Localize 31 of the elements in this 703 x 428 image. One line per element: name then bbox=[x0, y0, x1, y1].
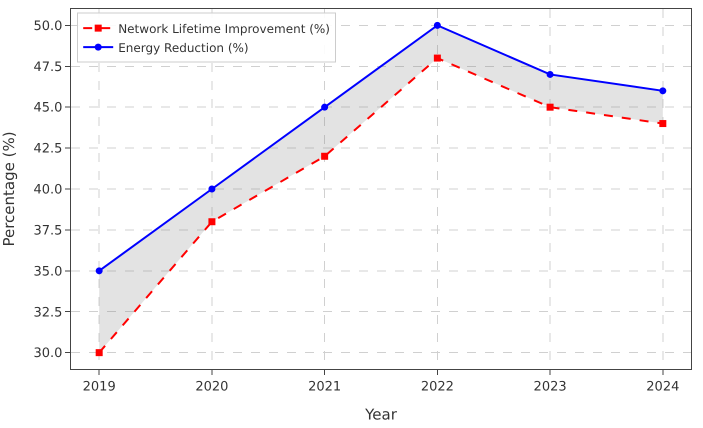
legend-label: Network Lifetime Improvement (%) bbox=[118, 22, 330, 36]
point bbox=[546, 70, 554, 78]
x-tick-label: 2022 bbox=[420, 380, 454, 395]
point bbox=[96, 267, 103, 274]
point bbox=[96, 349, 103, 356]
y-tick-label: 50.0 bbox=[33, 18, 62, 34]
y-tick-label: 35.0 bbox=[33, 264, 62, 280]
point bbox=[208, 186, 216, 192]
point bbox=[659, 120, 666, 128]
legend-label: Energy Reduction (%) bbox=[118, 40, 249, 55]
y-tick-label: 47.5 bbox=[33, 60, 62, 75]
y-axis-title: Percentage (%) bbox=[0, 131, 18, 247]
y-tick-label: 30.0 bbox=[33, 346, 62, 362]
point bbox=[546, 104, 554, 111]
x-tick-label: 2019 bbox=[82, 380, 116, 395]
point bbox=[208, 218, 216, 226]
x-tick-label: 2023 bbox=[534, 380, 567, 395]
y-tick-label: 45.0 bbox=[33, 100, 62, 116]
point bbox=[659, 87, 666, 94]
x-tick-label: 2024 bbox=[646, 380, 680, 395]
y-tick-label: 32.5 bbox=[33, 305, 62, 320]
point bbox=[434, 54, 441, 62]
x-tick-label: 2021 bbox=[308, 380, 342, 395]
y-tick-label: 37.5 bbox=[33, 223, 62, 238]
x-axis-title: Year bbox=[364, 406, 398, 424]
y-tick-label: 40.0 bbox=[33, 182, 62, 198]
y-tick-label: 42.5 bbox=[33, 142, 62, 157]
point bbox=[434, 22, 441, 29]
point bbox=[321, 152, 328, 160]
x-tick-label: 2020 bbox=[195, 380, 228, 395]
point bbox=[321, 104, 328, 111]
